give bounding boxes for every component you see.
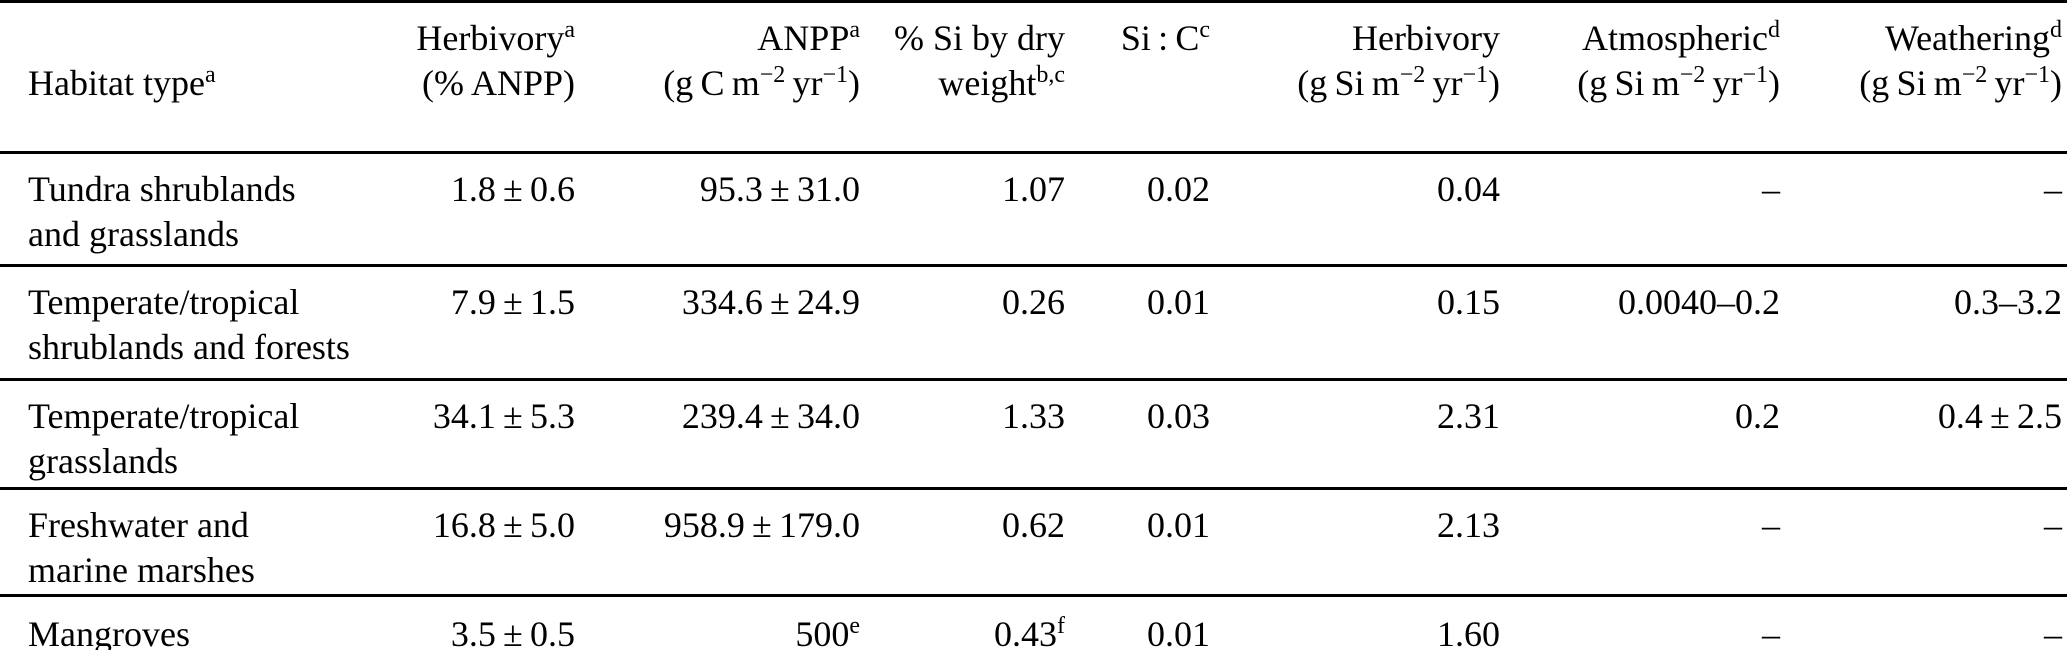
cell-herbivory-si: 1.60 xyxy=(1437,614,1500,650)
unit-exponent: −1 xyxy=(822,61,848,88)
table-row-temperate-grasslands: Temperate/tropical grasslands 34.1 ± 5.3… xyxy=(0,379,2067,489)
header-unit: (g Si m−2 yr−1) xyxy=(1577,61,1780,103)
header-line1: ANPPa xyxy=(757,16,860,58)
cell-herbivory-pct: 34.1 ± 5.3 xyxy=(432,396,575,436)
cell-atmospheric-si: – xyxy=(1762,614,1780,650)
col-header-anpp: ANPPa (g C m−2 yr−1) xyxy=(580,2,865,153)
cell-atmospheric-si: 0.2 xyxy=(1735,396,1780,436)
cell-si-c-ratio: 0.01 xyxy=(1147,282,1210,322)
header-line2: weightb,c xyxy=(938,61,1065,103)
header-line1: Atmosphericd xyxy=(1582,16,1780,58)
header-line1: Habitat typea xyxy=(28,61,216,103)
table-row-tundra-shrublands: Tundra shrublands and grasslands 1.8 ± 0… xyxy=(0,152,2067,266)
footnote-marker: d xyxy=(1768,16,1780,43)
col-header-herbivory-si: Herbivory (g Si m−2 yr−1) xyxy=(1215,2,1505,153)
unit-exponent: −2 xyxy=(1961,61,1988,88)
cell-si-pct: 1.07 xyxy=(1002,169,1065,209)
header-line1: Herbivory xyxy=(1352,18,1500,58)
cell-weathering-si: 0.4 ± 2.5 xyxy=(1937,396,2062,436)
header-line1: % Si by dry xyxy=(894,18,1065,58)
cell-habitat: Temperate/tropical shrublands and forest… xyxy=(28,282,350,367)
cell-si-c-ratio: 0.01 xyxy=(1147,614,1210,650)
cell-herbivory-si: 2.13 xyxy=(1437,505,1500,545)
cell-habitat: Mangroves xyxy=(28,614,190,650)
footnote-marker: f xyxy=(1057,613,1065,640)
cell-anpp: 500e xyxy=(795,613,860,650)
footnote-marker: b,c xyxy=(1036,61,1065,88)
header-unit: (% ANPP) xyxy=(421,63,575,103)
unit-exponent: −1 xyxy=(1462,61,1488,88)
cell-herbivory-pct: 16.8 ± 5.0 xyxy=(432,505,575,545)
header-line1: Weatheringd xyxy=(1884,16,2062,58)
cell-weathering-si: – xyxy=(2044,614,2062,650)
footnote-marker: a xyxy=(564,16,575,43)
footnote-marker: c xyxy=(1199,16,1210,43)
header-unit: (g Si m−2 yr−1) xyxy=(1297,61,1500,103)
cell-herbivory-si: 2.31 xyxy=(1437,396,1500,436)
header-line1: Herbivorya xyxy=(416,16,575,58)
cell-anpp: 239.4 ± 34.0 xyxy=(681,396,860,436)
cell-herbivory-si: 0.04 xyxy=(1437,169,1500,209)
cell-si-pct: 0.43f xyxy=(994,613,1065,650)
footnote-marker: a xyxy=(204,61,216,88)
cell-herbivory-pct: 3.5 ± 0.5 xyxy=(450,614,575,650)
header-line1: Si : Cc xyxy=(1120,16,1210,58)
cell-si-c-ratio: 0.01 xyxy=(1147,505,1210,545)
cell-herbivory-pct: 1.8 ± 0.6 xyxy=(450,169,575,209)
cell-weathering-si: – xyxy=(2044,505,2062,545)
unit-exponent: −2 xyxy=(759,61,786,88)
col-header-atmospheric-si: Atmosphericd (g Si m−2 yr−1) xyxy=(1505,2,1785,153)
col-header-si-dry-weight: % Si by dry weightb,c xyxy=(865,2,1070,153)
unit-exponent: −1 xyxy=(1742,61,1768,88)
cell-si-c-ratio: 0.02 xyxy=(1147,169,1210,209)
unit-exponent: −2 xyxy=(1399,61,1426,88)
header-unit: (g Si m−2 yr−1) xyxy=(1859,61,2062,103)
cell-atmospheric-si: – xyxy=(1762,169,1780,209)
cell-si-pct: 1.33 xyxy=(1002,396,1065,436)
table-row-mangroves: Mangroves 3.5 ± 0.5 500e 0.43f 0.01 1.60… xyxy=(0,595,2067,650)
col-header-si-c-ratio: Si : Cc xyxy=(1070,2,1215,153)
footnote-marker: d xyxy=(2050,16,2062,43)
cell-atmospheric-si: 0.0040–0.2 xyxy=(1618,282,1780,322)
cell-weathering-si: 0.3–3.2 xyxy=(1954,282,2062,322)
footnote-marker: a xyxy=(849,16,860,43)
cell-anpp: 95.3 ± 31.0 xyxy=(699,169,860,209)
cell-herbivory-pct: 7.9 ± 1.5 xyxy=(450,282,575,322)
cell-habitat: Tundra shrublands and grasslands xyxy=(28,169,296,254)
cell-si-pct: 0.26 xyxy=(1002,282,1065,322)
col-header-habitat-type: Habitat typea xyxy=(0,2,385,153)
cell-anpp: 958.9 ± 179.0 xyxy=(663,505,860,545)
cell-atmospheric-si: – xyxy=(1762,505,1780,545)
cell-habitat: Freshwater and marine marshes xyxy=(28,505,255,590)
cell-anpp: 334.6 ± 24.9 xyxy=(681,282,860,322)
col-header-herbivory-pct-anpp: Herbivorya (% ANPP) xyxy=(385,2,580,153)
cell-si-pct: 0.62 xyxy=(1002,505,1065,545)
table-row-freshwater-marine-marshes: Freshwater and marine marshes 16.8 ± 5.0… xyxy=(0,488,2067,596)
header-unit: (g C m−2 yr−1) xyxy=(663,61,860,103)
table-row-temperate-shrublands-forests: Temperate/tropical shrublands and forest… xyxy=(0,265,2067,380)
cell-weathering-si: – xyxy=(2044,169,2062,209)
unit-exponent: −1 xyxy=(2024,61,2050,88)
unit-exponent: −2 xyxy=(1679,61,1706,88)
cell-herbivory-si: 0.15 xyxy=(1437,282,1500,322)
header-row: Habitat typea Herbivorya (% ANPP) ANPPa … xyxy=(0,2,2067,153)
cell-si-c-ratio: 0.03 xyxy=(1147,396,1210,436)
footnote-marker: e xyxy=(849,613,860,640)
col-header-weathering-si: Weatheringd (g Si m−2 yr−1) xyxy=(1785,2,2067,153)
cell-habitat: Temperate/tropical grasslands xyxy=(28,396,300,481)
